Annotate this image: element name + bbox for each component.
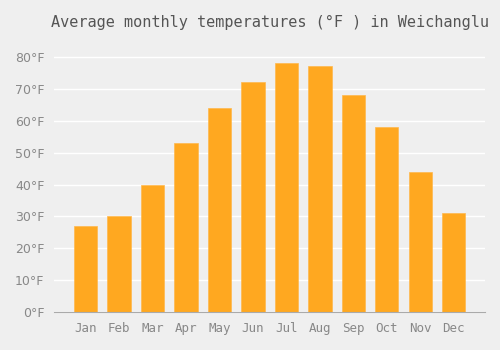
Bar [241,82,264,312]
Bar [174,143,198,312]
Bar [74,226,97,312]
Bar [375,127,398,312]
Bar [342,95,365,312]
Bar [208,108,231,312]
Bar [442,213,466,312]
Bar [308,66,332,312]
Title: Average monthly temperatures (°F ) in Weichanglu: Average monthly temperatures (°F ) in We… [50,15,488,30]
Bar [408,172,432,312]
Bar [140,184,164,312]
Bar [108,217,130,312]
Bar [274,63,298,312]
